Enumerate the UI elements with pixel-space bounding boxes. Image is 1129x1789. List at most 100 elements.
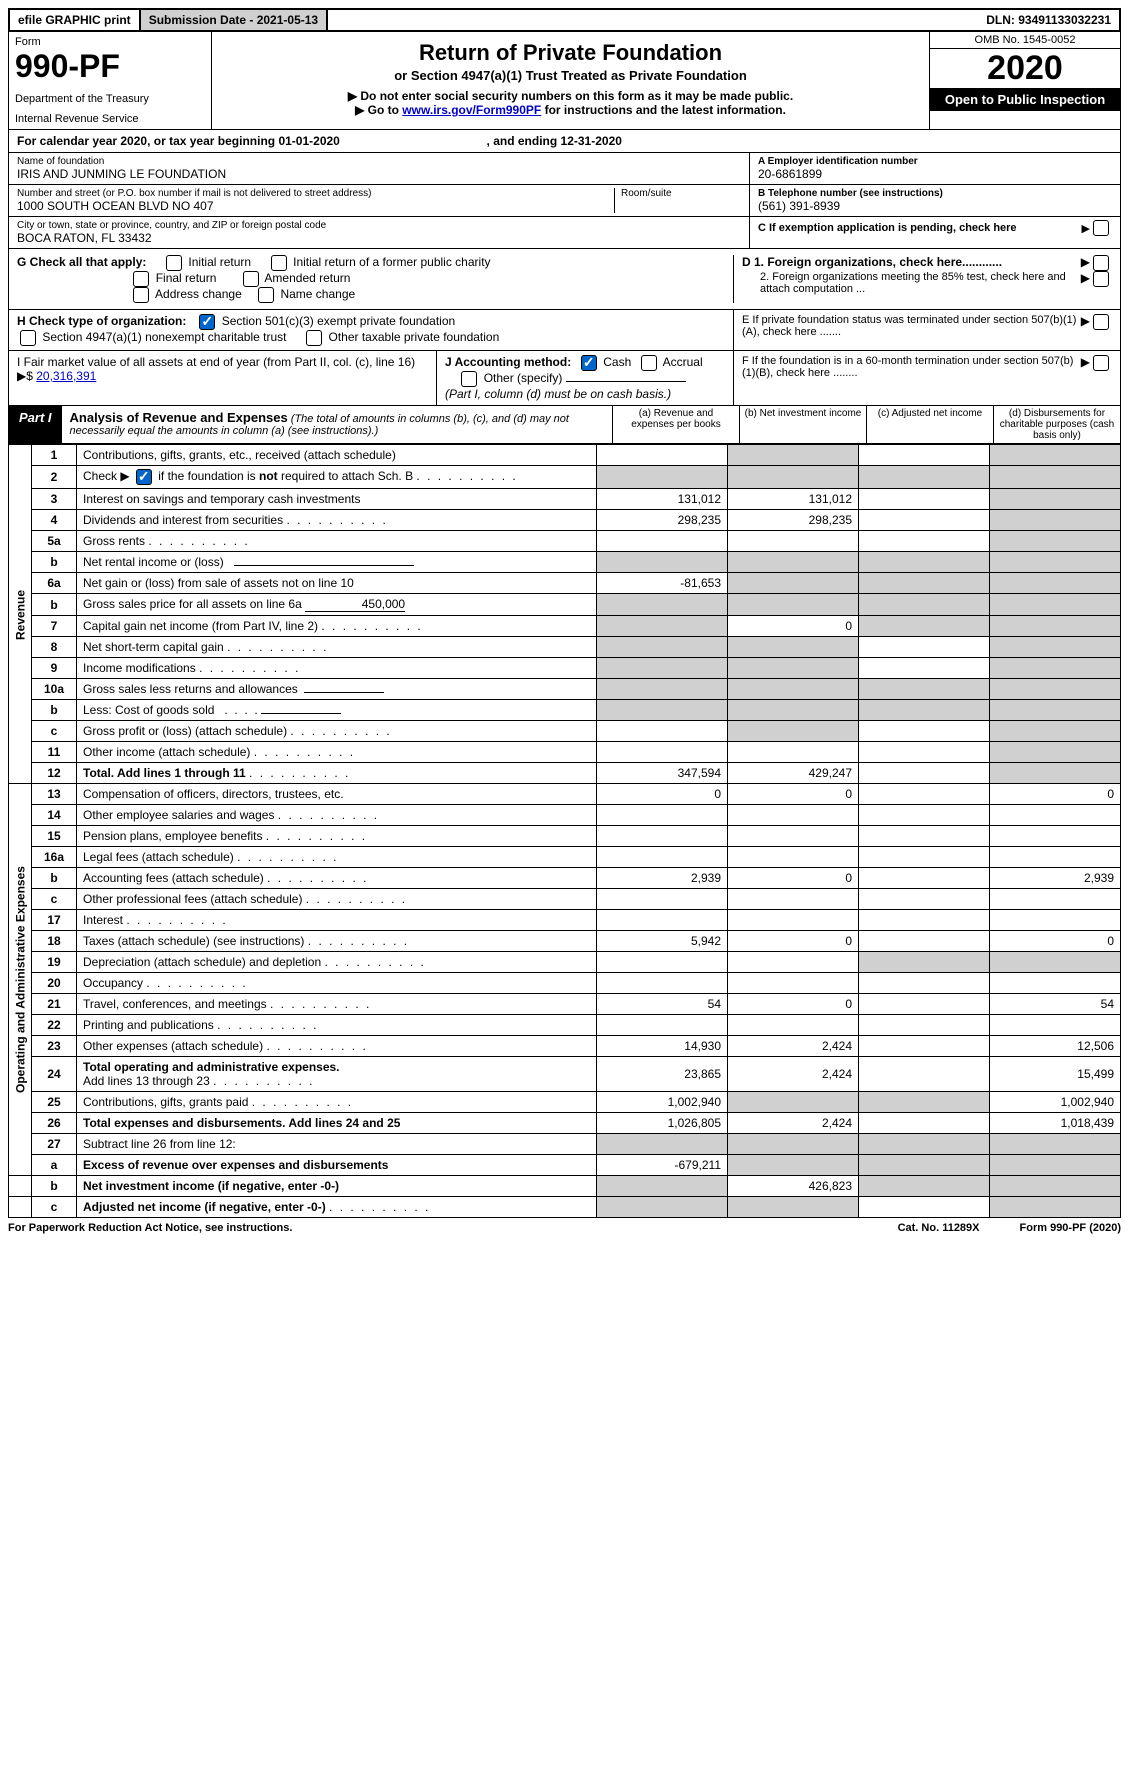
initial-checkbox[interactable] xyxy=(166,255,182,271)
form-title: Return of Private Foundation xyxy=(218,40,923,66)
other-method-checkbox[interactable] xyxy=(461,371,477,387)
g-label: G Check all that apply: xyxy=(17,255,146,269)
instr-2: ▶ Go to www.irs.gov/Form990PF for instru… xyxy=(218,103,923,117)
inspection-label: Open to Public Inspection xyxy=(930,88,1120,111)
footer-right: Form 990-PF (2020) xyxy=(1020,1222,1121,1234)
check-section-g: G Check all that apply: Initial return I… xyxy=(8,249,1121,310)
table-row: 12Total. Add lines 1 through 11 347,5944… xyxy=(9,763,1121,784)
table-row: Operating and Administrative Expenses 13… xyxy=(9,784,1121,805)
part1-table: Revenue 1 Contributions, gifts, grants, … xyxy=(8,444,1121,1218)
table-row: 24Total operating and administrative exp… xyxy=(9,1057,1121,1092)
col-d-header: (d) Disbursements for charitable purpose… xyxy=(993,406,1120,443)
e-checkbox[interactable] xyxy=(1093,314,1109,330)
addr-label: Number and street (or P.O. box number if… xyxy=(17,188,614,199)
h-label: H Check type of organization: xyxy=(17,314,186,328)
col-c-header: (c) Adjusted net income xyxy=(866,406,993,443)
footer-left: For Paperwork Reduction Act Notice, see … xyxy=(8,1222,292,1234)
cash-checkbox[interactable] xyxy=(581,355,597,371)
table-row: 7Capital gain net income (from Part IV, … xyxy=(9,616,1121,637)
part1-label: Part I xyxy=(9,406,62,443)
pending-checkbox[interactable] xyxy=(1093,220,1109,236)
dln: DLN: 93491133032231 xyxy=(978,10,1119,30)
hij-row: I Fair market value of all assets at end… xyxy=(8,351,1121,406)
d2-checkbox[interactable] xyxy=(1093,271,1109,287)
table-row: 11Other income (attach schedule) xyxy=(9,742,1121,763)
instr-1: ▶ Do not enter social security numbers o… xyxy=(218,89,923,103)
table-row: 15Pension plans, employee benefits xyxy=(9,826,1121,847)
501c3-checkbox[interactable] xyxy=(199,314,215,330)
table-row: Revenue 1 Contributions, gifts, grants, … xyxy=(9,445,1121,466)
d1-label: D 1. Foreign organizations, check here..… xyxy=(742,255,1081,271)
e-label: E If private foundation status was termi… xyxy=(742,314,1081,338)
submission-date: Submission Date - 2021-05-13 xyxy=(141,10,328,30)
table-row: 2 Check ▶ if the foundation is not requi… xyxy=(9,466,1121,489)
city-label: City or town, state or province, country… xyxy=(17,220,741,231)
part1-title: Analysis of Revenue and Expenses xyxy=(70,410,288,425)
form-label: Form xyxy=(15,36,205,48)
table-row: cGross profit or (loss) (attach schedule… xyxy=(9,721,1121,742)
ein-label: A Employer identification number xyxy=(758,156,1112,167)
initial-former-checkbox[interactable] xyxy=(271,255,287,271)
table-row: 26Total expenses and disbursements. Add … xyxy=(9,1113,1121,1134)
footer-mid: Cat. No. 11289X xyxy=(898,1222,980,1234)
table-row: 6aNet gain or (loss) from sale of assets… xyxy=(9,573,1121,594)
table-row: bNet rental income or (loss) xyxy=(9,552,1121,573)
table-row: bGross sales price for all assets on lin… xyxy=(9,594,1121,616)
expenses-side-label: Operating and Administrative Expenses xyxy=(9,784,32,1176)
tax-year: 2020 xyxy=(930,49,1120,88)
j-label: J Accounting method: xyxy=(445,355,571,369)
form-subtitle: or Section 4947(a)(1) Trust Treated as P… xyxy=(218,68,923,83)
f-checkbox[interactable] xyxy=(1093,355,1109,371)
table-row: 20Occupancy xyxy=(9,973,1121,994)
part1-header: Part I Analysis of Revenue and Expenses … xyxy=(8,406,1121,444)
header-left: Form 990-PF Department of the Treasury I… xyxy=(9,32,212,129)
table-row: bLess: Cost of goods sold . . . . xyxy=(9,700,1121,721)
table-row: 4Dividends and interest from securities … xyxy=(9,510,1121,531)
efile-label: efile GRAPHIC print xyxy=(10,10,141,30)
f-label: F If the foundation is in a 60-month ter… xyxy=(742,355,1081,379)
header-right: OMB No. 1545-0052 2020 Open to Public In… xyxy=(929,32,1120,129)
accrual-checkbox[interactable] xyxy=(641,355,657,371)
name-change-checkbox[interactable] xyxy=(258,287,274,303)
phone-label: B Telephone number (see instructions) xyxy=(758,188,1112,199)
ein: 20-6861899 xyxy=(758,167,1112,181)
year-end: 12-31-2020 xyxy=(561,134,622,148)
d1-checkbox[interactable] xyxy=(1093,255,1109,271)
other-taxable-checkbox[interactable] xyxy=(306,330,322,346)
city: BOCA RATON, FL 33432 xyxy=(17,231,741,245)
table-row: 10aGross sales less returns and allowanc… xyxy=(9,679,1121,700)
irs-link[interactable]: www.irs.gov/Form990PF xyxy=(402,103,541,117)
calendar-year-row: For calendar year 2020, or tax year begi… xyxy=(8,130,1121,153)
footer: For Paperwork Reduction Act Notice, see … xyxy=(8,1218,1121,1234)
final-checkbox[interactable] xyxy=(133,271,149,287)
room-label: Room/suite xyxy=(621,188,741,199)
pending-label: C If exemption application is pending, c… xyxy=(758,222,1082,234)
table-row: aExcess of revenue over expenses and dis… xyxy=(9,1155,1121,1176)
form-header: Form 990-PF Department of the Treasury I… xyxy=(8,32,1121,130)
name-label: Name of foundation xyxy=(17,156,741,167)
table-row: 17Interest xyxy=(9,910,1121,931)
d2-label: 2. Foreign organizations meeting the 85%… xyxy=(742,271,1081,295)
4947-checkbox[interactable] xyxy=(20,330,36,346)
addr-change-checkbox[interactable] xyxy=(133,287,149,303)
table-row: 5aGross rents xyxy=(9,531,1121,552)
table-row: 25Contributions, gifts, grants paid 1,00… xyxy=(9,1092,1121,1113)
form-number: 990-PF xyxy=(15,48,205,85)
i-value[interactable]: 20,316,391 xyxy=(36,369,96,383)
table-row: 18Taxes (attach schedule) (see instructi… xyxy=(9,931,1121,952)
table-row: 9Income modifications xyxy=(9,658,1121,679)
omb-number: OMB No. 1545-0052 xyxy=(930,32,1120,49)
schb-checkbox[interactable] xyxy=(136,469,152,485)
table-row: bNet investment income (if negative, ent… xyxy=(9,1176,1121,1197)
irs-label: Internal Revenue Service xyxy=(15,113,205,125)
col-b-header: (b) Net investment income xyxy=(739,406,866,443)
col-a-header: (a) Revenue and expenses per books xyxy=(612,406,739,443)
header-mid: Return of Private Foundation or Section … xyxy=(212,32,929,129)
amended-checkbox[interactable] xyxy=(243,271,259,287)
dept-label: Department of the Treasury xyxy=(15,93,205,105)
revenue-side-label: Revenue xyxy=(9,445,32,784)
table-row: bAccounting fees (attach schedule) 2,939… xyxy=(9,868,1121,889)
table-row: cOther professional fees (attach schedul… xyxy=(9,889,1121,910)
foundation-name: IRIS AND JUNMING LE FOUNDATION xyxy=(17,167,741,181)
year-begin: 01-01-2020 xyxy=(278,134,339,148)
